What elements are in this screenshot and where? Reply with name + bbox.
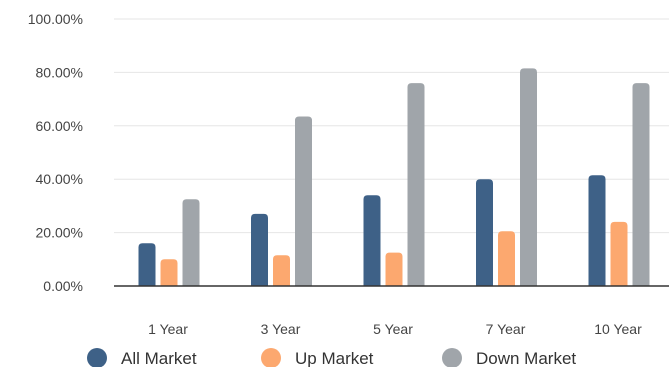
legend-swatch	[442, 348, 462, 367]
x-category-label: 5 Year	[373, 321, 413, 337]
bar-down-market-7-year	[520, 68, 537, 287]
y-tick-label: 20.00%	[36, 225, 83, 241]
bar-all-market-3-year	[251, 213, 268, 286]
y-tick-label: 100.00%	[28, 11, 83, 27]
x-category-label: 10 Year	[594, 321, 642, 337]
bar-up-market-5-year	[385, 252, 403, 286]
bar-all-market-7-year	[476, 179, 493, 286]
bar-all-market-5-year	[363, 195, 381, 286]
bar-up-market-7-year	[498, 231, 515, 286]
legend-item-down-market[interactable]: Down Market	[442, 348, 576, 367]
x-category-label: 7 Year	[486, 321, 526, 337]
legend-label: Down Market	[476, 349, 576, 367]
bar-up-market-3-year	[273, 255, 290, 286]
legend-label: All Market	[121, 349, 197, 367]
y-tick-label: 40.00%	[36, 171, 83, 187]
y-tick-label: 80.00%	[36, 64, 83, 80]
legend-swatch	[261, 348, 281, 367]
bar-up-market-10-year	[610, 221, 628, 286]
legend-item-up-market[interactable]: Up Market	[261, 348, 374, 367]
legend-label: Up Market	[295, 349, 374, 367]
bar-all-market-1-year	[138, 243, 156, 286]
y-axis-tick-labels: 0.00% 20.00% 40.00% 60.00% 80.00% 100.00%	[28, 11, 83, 294]
bar-down-market-5-year	[407, 83, 425, 286]
x-category-label: 3 Year	[261, 321, 301, 337]
bar-up-market-1-year	[160, 259, 178, 286]
bar-all-market-10-year	[588, 175, 606, 286]
bars	[138, 68, 650, 287]
y-tick-label: 0.00%	[43, 278, 83, 294]
legend-swatch	[87, 348, 107, 367]
bar-down-market-1-year	[182, 199, 200, 286]
bar-down-market-10-year	[632, 83, 650, 286]
gridlines	[114, 18, 669, 234]
x-category-label: 1 Year	[148, 321, 188, 337]
bar-down-market-3-year	[295, 116, 312, 286]
y-tick-label: 60.00%	[36, 118, 83, 134]
x-axis-category-labels: 1 Year 3 Year 5 Year 7 Year 10 Year	[148, 321, 642, 337]
legend-item-all-market[interactable]: All Market	[87, 348, 197, 367]
legend: All Market Up Market Down Market	[87, 348, 576, 367]
